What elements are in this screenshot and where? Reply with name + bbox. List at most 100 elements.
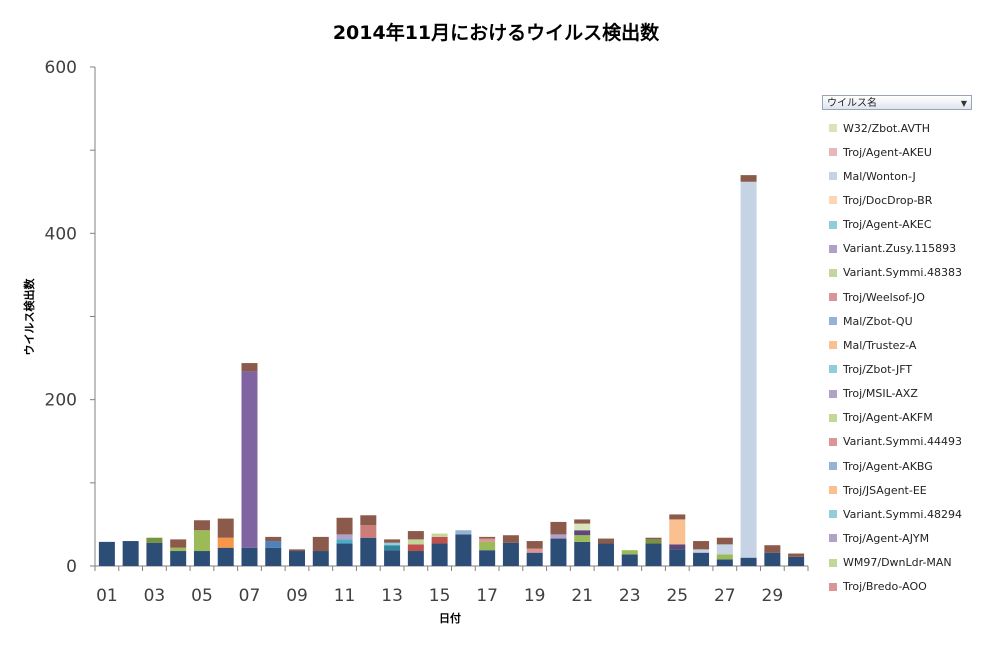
bar-day25-series21 bbox=[669, 514, 686, 520]
legend-item: Troj/MSIL-AXZ bbox=[822, 382, 974, 406]
bar-day07-series0 bbox=[241, 547, 258, 566]
bar-day06-series5 bbox=[217, 537, 234, 548]
legend-swatch bbox=[829, 244, 837, 253]
x-tick-label-01: 01 bbox=[96, 586, 118, 606]
legend-label: Troj/Bredo-AOO bbox=[843, 580, 927, 594]
legend-swatch bbox=[829, 437, 837, 446]
bar-day08-series21 bbox=[265, 536, 282, 542]
legend-swatch bbox=[829, 365, 837, 374]
bar-day23-series2 bbox=[621, 550, 638, 555]
bar-day02-series0 bbox=[122, 541, 139, 566]
legend-item: Troj/Agent-AKFM bbox=[822, 406, 974, 430]
legend-filter-dropdown[interactable]: ウイルス名 ▼ bbox=[822, 95, 972, 110]
bar-day28-series21 bbox=[740, 175, 757, 182]
x-tick-label-15: 15 bbox=[429, 586, 451, 606]
bar-day19-series13 bbox=[526, 548, 543, 553]
x-tick-label-25: 25 bbox=[666, 586, 688, 606]
y-tick-label: 600 bbox=[45, 58, 77, 78]
legend-item: Mal/Trustez-A bbox=[822, 333, 974, 357]
bar-day05-series0 bbox=[193, 551, 210, 566]
legend-header-label: ウイルス名 bbox=[827, 98, 877, 109]
x-tick-label-19: 19 bbox=[524, 586, 546, 606]
x-tick-label-07: 07 bbox=[239, 586, 261, 606]
x-tick-label-11: 11 bbox=[334, 586, 356, 606]
legend-item: Troj/Agent-AKBG bbox=[822, 454, 974, 478]
bar-day24-series8 bbox=[645, 539, 662, 544]
x-tick-label-21: 21 bbox=[571, 586, 593, 606]
legend: ウイルス名 ▼ W32/Zbot.AVTH Troj/Agent-AKEU Mal/… bbox=[822, 95, 974, 599]
bar-day15-series0 bbox=[431, 543, 448, 566]
legend-swatch bbox=[829, 486, 837, 495]
legend-label: Mal/Wonton-J bbox=[843, 169, 916, 183]
bar-day16-series0 bbox=[455, 534, 472, 566]
bar-day04-series2 bbox=[170, 547, 187, 552]
bar-day26-series0 bbox=[693, 552, 710, 566]
bar-day26-series18 bbox=[693, 549, 710, 553]
y-tick-label: 400 bbox=[45, 224, 77, 244]
y-axis-title: ウイルス検出数 bbox=[22, 278, 36, 356]
legend-item: Troj/Agent-AKEC bbox=[822, 213, 974, 237]
x-tick-label-27: 27 bbox=[714, 586, 736, 606]
chart-title: 2014年11月におけるウイルス検出数 bbox=[333, 21, 660, 44]
legend-swatch bbox=[829, 293, 837, 302]
bar-day14-series7 bbox=[407, 544, 424, 552]
bar-day27-series21 bbox=[716, 537, 733, 545]
legend-item: Troj/DocDrop-BR bbox=[822, 188, 974, 212]
x-tick-label-23: 23 bbox=[619, 586, 641, 606]
legend-label: Variant.Symmi.48294 bbox=[843, 507, 962, 521]
bar-day30-series21 bbox=[788, 553, 805, 557]
bar-day13-series0 bbox=[384, 550, 401, 566]
legend-label: Troj/Agent-AJYM bbox=[843, 531, 930, 545]
bar-day19-series0 bbox=[526, 552, 543, 566]
bar-day10-series21 bbox=[312, 536, 329, 552]
bar-day16-series12 bbox=[455, 530, 472, 535]
y-tick-label: 200 bbox=[45, 391, 77, 411]
legend-label: Mal/Zbot-QU bbox=[843, 314, 913, 328]
bar-day14-series14 bbox=[407, 539, 424, 545]
bar-day04-series0 bbox=[170, 551, 187, 566]
legend-label: WM97/DwnLdr-MAN bbox=[843, 556, 952, 570]
legend-swatch bbox=[829, 462, 837, 471]
bar-day29-series21 bbox=[764, 545, 781, 553]
bar-day18-series0 bbox=[502, 542, 519, 566]
legend-item: Variant.Zusy.115893 bbox=[822, 237, 974, 261]
legend-swatch bbox=[829, 148, 837, 157]
bar-day11-series0 bbox=[336, 543, 353, 566]
bar-day17-series13 bbox=[479, 538, 496, 542]
bar-day04-series21 bbox=[170, 539, 187, 548]
x-tick-label-13: 13 bbox=[381, 586, 403, 606]
legend-list: W32/Zbot.AVTH Troj/Agent-AKEU Mal/Wonton-J… bbox=[822, 116, 974, 599]
legend-item: Troj/Bredo-AOO bbox=[822, 575, 974, 599]
bar-day27-series18 bbox=[716, 544, 733, 555]
bar-day15-series14 bbox=[431, 533, 448, 537]
bar-day27-series0 bbox=[716, 559, 733, 566]
bar-day26-series21 bbox=[693, 541, 710, 550]
bar-day28-series18 bbox=[740, 181, 757, 558]
plot-area: 0 200 400 600 01 03 05 07 09 11 13 15 17 19 21 23 25 27 29 bbox=[45, 58, 809, 606]
bar-day03-series8 bbox=[146, 537, 163, 543]
legend-item: Variant.Symmi.48383 bbox=[822, 261, 974, 285]
legend-label: Troj/Agent-AKBG bbox=[843, 459, 933, 473]
x-axis-title: 日付 bbox=[439, 611, 461, 625]
legend-swatch bbox=[829, 172, 837, 181]
legend-item: Troj/JSAgent-EE bbox=[822, 478, 974, 502]
bar-day21-series2 bbox=[574, 535, 591, 542]
legend-label: Troj/Agent-AKEU bbox=[843, 145, 932, 159]
legend-swatch bbox=[829, 196, 837, 205]
bar-day07-series3 bbox=[241, 371, 258, 548]
bar-day13-series10 bbox=[384, 545, 401, 551]
bar-day14-series0 bbox=[407, 551, 424, 566]
y-tick-label: 0 bbox=[66, 557, 77, 577]
legend-item: Troj/Agent-AJYM bbox=[822, 526, 974, 550]
legend-swatch bbox=[829, 268, 837, 277]
bar-day13-series21 bbox=[384, 539, 401, 543]
bar-day10-series0 bbox=[312, 551, 329, 566]
legend-label: Variant.Symmi.48383 bbox=[843, 266, 962, 280]
bar-day25-series0 bbox=[669, 549, 686, 566]
bar-day21-series20 bbox=[574, 523, 591, 531]
bar-day01-series0 bbox=[98, 541, 115, 566]
legend-label: W32/Zbot.AVTH bbox=[843, 121, 930, 135]
bar-day09-series21 bbox=[289, 549, 306, 552]
legend-label: Variant.Zusy.115893 bbox=[843, 242, 957, 256]
bar-day11-series4 bbox=[336, 539, 353, 544]
